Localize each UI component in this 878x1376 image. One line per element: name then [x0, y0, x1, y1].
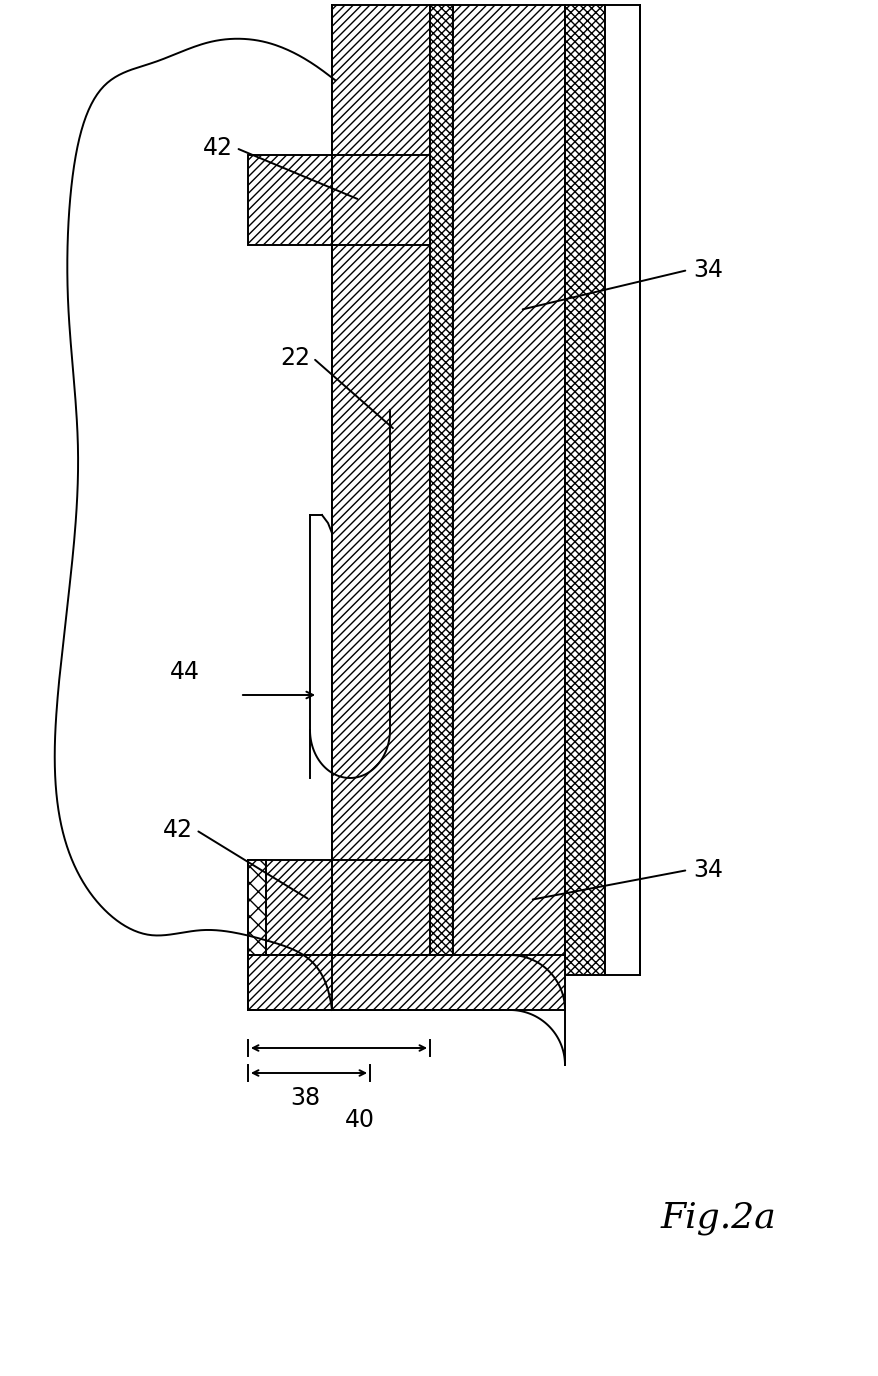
Polygon shape — [565, 6, 604, 976]
Text: 40: 40 — [344, 1108, 375, 1132]
Text: 42: 42 — [162, 817, 193, 842]
Text: 34: 34 — [692, 859, 723, 882]
Text: Fig.2a: Fig.2a — [659, 1201, 775, 1236]
Polygon shape — [452, 6, 565, 976]
Polygon shape — [332, 6, 429, 976]
Polygon shape — [248, 860, 429, 955]
Polygon shape — [248, 155, 429, 245]
Text: 42: 42 — [203, 136, 233, 160]
Polygon shape — [248, 860, 266, 955]
Polygon shape — [604, 6, 639, 976]
Text: 44: 44 — [169, 660, 200, 684]
Text: 38: 38 — [290, 1086, 320, 1110]
Text: 22: 22 — [280, 345, 310, 370]
Polygon shape — [248, 955, 565, 1010]
Text: 34: 34 — [692, 259, 723, 282]
Polygon shape — [429, 6, 452, 976]
